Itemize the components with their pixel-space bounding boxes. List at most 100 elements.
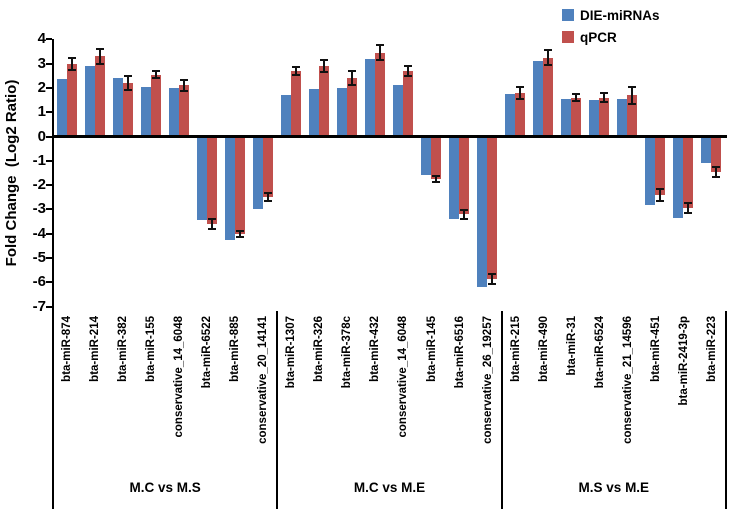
error-bar — [575, 93, 578, 102]
bar-die-bta-miR-145 — [421, 136, 432, 176]
category-label: bta-miR-31 — [565, 316, 578, 376]
error-bar — [266, 193, 269, 202]
error-bar-cap — [319, 71, 328, 74]
bar-qpcr-bta-miR-326 — [318, 66, 329, 137]
bar-die-conservative_14_6048 — [392, 85, 403, 137]
error-bar-cap — [544, 49, 553, 52]
y-axis-tick — [46, 111, 52, 114]
error-bar-cap — [544, 63, 553, 66]
error-bar — [322, 59, 325, 73]
bar-qpcr-bta-miR-31 — [571, 97, 582, 137]
error-bar-cap — [432, 175, 441, 178]
error-bar — [603, 92, 606, 103]
bar-qpcr-bta-miR-155 — [150, 74, 161, 137]
error-bar — [98, 49, 101, 64]
error-bar-cap — [179, 79, 188, 82]
y-axis-tick — [46, 232, 52, 235]
error-bar-cap — [572, 100, 581, 103]
category-label: bta-miR-326 — [313, 316, 326, 382]
y-tick-label: -6 — [32, 273, 46, 291]
bar-die-bta-miR-6522 — [196, 136, 207, 221]
bar-die-bta-miR-223 — [701, 136, 712, 164]
error-bar — [491, 273, 494, 284]
y-axis-tick — [46, 208, 52, 211]
category-label: bta-miR-145 — [425, 316, 438, 382]
error-bar — [406, 66, 409, 76]
group-divider-line — [52, 311, 54, 509]
error-bar-cap — [235, 235, 244, 238]
error-bar-cap — [488, 282, 497, 285]
error-bar — [238, 230, 241, 237]
error-bar-cap — [656, 187, 665, 190]
legend-label: DIE-miRNAs — [580, 7, 660, 23]
bar-die-bta-miR-6524 — [589, 100, 600, 137]
error-bar-cap — [572, 92, 581, 95]
category-label: bta-miR-215 — [509, 316, 522, 382]
error-bar-cap — [628, 85, 637, 88]
group-divider-line — [500, 311, 503, 509]
category-label: bta-miR-6516 — [453, 316, 466, 389]
y-tick-label: -2 — [32, 176, 46, 194]
y-axis-tick — [46, 184, 52, 187]
group-label: M.C vs M.E — [353, 480, 426, 495]
y-tick-label: 4 — [37, 30, 46, 48]
category-label: conservative_20_14141 — [257, 316, 270, 444]
y-axis-tick — [46, 38, 52, 41]
bar-qpcr-conservative_26_19257 — [487, 136, 498, 279]
y-axis-tick — [46, 305, 52, 308]
category-label: conservative_21_14596 — [621, 316, 634, 444]
category-label: bta-miR-382 — [117, 316, 130, 382]
y-axis-tick — [46, 257, 52, 259]
error-bar-cap — [123, 74, 132, 77]
y-tick-label: 3 — [37, 54, 46, 72]
error-bar — [659, 188, 662, 201]
category-label: bta-miR-490 — [537, 316, 550, 382]
bar-die-bta-miR-378c — [336, 87, 347, 137]
category-label: bta-miR-451 — [649, 316, 662, 382]
category-label: bta-miR-1307 — [285, 316, 298, 389]
bar-die-conservative_20_14141 — [252, 136, 263, 210]
error-bar-cap — [291, 66, 300, 69]
error-bar — [210, 219, 213, 229]
bar-qpcr-bta-miR-6522 — [206, 136, 217, 224]
bar-qpcr-bta-miR-490 — [543, 57, 554, 137]
error-bar-cap — [684, 212, 693, 215]
error-bar-cap — [207, 218, 216, 221]
y-tick-label: 2 — [37, 78, 46, 96]
error-bar — [463, 209, 466, 219]
error-bar-cap — [263, 192, 272, 195]
error-bar-cap — [516, 97, 525, 100]
error-bar-cap — [403, 65, 412, 68]
y-axis-tick — [46, 62, 52, 65]
error-bar-cap — [375, 58, 384, 61]
error-bar-cap — [712, 175, 721, 178]
die-mirnas-swatch-icon — [562, 9, 574, 21]
group-divider-line — [724, 311, 727, 509]
category-label: bta-miR-874 — [61, 316, 73, 382]
y-tick-label: -7 — [32, 297, 46, 315]
error-bar-cap — [67, 56, 76, 59]
legend-label: qPCR — [580, 29, 617, 45]
error-bar-cap — [460, 217, 469, 220]
y-tick-label: 1 — [37, 103, 46, 121]
bar-qpcr-conservative_14_6048 — [178, 85, 189, 137]
y-axis-tick — [46, 281, 52, 284]
error-bar-cap — [179, 89, 188, 92]
error-bar-cap — [151, 70, 160, 73]
error-bar-cap — [207, 227, 216, 230]
bar-qpcr-conservative_21_14596 — [627, 95, 638, 137]
y-axis-line — [51, 39, 54, 312]
bar-qpcr-bta-miR-885 — [234, 136, 245, 234]
bar-qpcr-bta-miR-451 — [655, 136, 666, 195]
bar-die-bta-miR-451 — [645, 136, 656, 205]
bar-die-bta-miR-382 — [112, 78, 123, 137]
category-label: conservative_14_6048 — [173, 316, 186, 438]
error-bar-cap — [656, 199, 665, 202]
error-bar-cap — [95, 48, 104, 51]
error-bar — [182, 80, 185, 91]
error-bar-cap — [95, 62, 104, 65]
bar-die-bta-miR-155 — [140, 86, 151, 137]
error-bar-cap — [235, 229, 244, 232]
error-bar — [70, 57, 73, 70]
